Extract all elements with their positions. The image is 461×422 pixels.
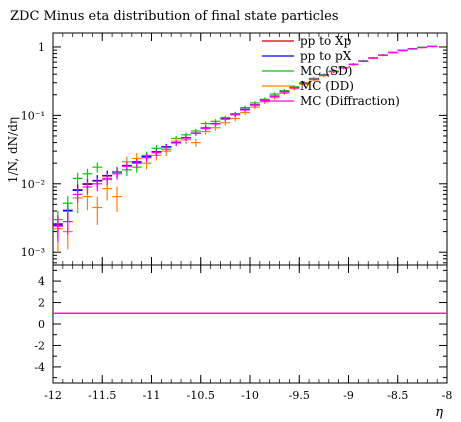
main-y-tick-label: 10⁻² <box>21 178 45 191</box>
x-tick-label: -12 <box>44 389 62 402</box>
legend-label: MC (Diffraction) <box>300 94 400 108</box>
x-tick-label: -10 <box>241 389 259 402</box>
x-axis: -12 -11.5 -11 -10.5 -10 -9.5 -9 -8.5 -8 <box>44 33 452 402</box>
legend-label: pp to pX <box>300 49 352 63</box>
ratio-y-tick-label: -2 <box>34 339 45 352</box>
x-tick-label: -8 <box>442 389 453 402</box>
series-pp-to-px <box>53 45 438 239</box>
x-tick-label: -11 <box>143 389 161 402</box>
ratio-plot-frame <box>52 264 448 384</box>
main-y-tick-label: 1 <box>38 41 45 54</box>
main-series-group <box>53 45 438 253</box>
y-axis-label: 1/N, dN/dη <box>6 117 20 183</box>
series-mc-diffraction- <box>53 45 438 243</box>
series-pp-to-xp <box>53 45 438 237</box>
main-y-tick-label: 10⁻¹ <box>21 109 45 122</box>
x-axis-label: η <box>435 405 443 420</box>
ratio-y-tick-label: 0 <box>38 318 45 331</box>
x-tick-label: -9 <box>343 389 354 402</box>
x-tick-label: -9.5 <box>289 389 310 402</box>
main-y-axis: 1 10⁻¹ 10⁻² 10⁻³ <box>21 41 447 264</box>
chart-title: ZDC Minus eta distribution of final stat… <box>10 9 339 24</box>
x-tick-label: -10.5 <box>187 389 215 402</box>
ratio-y-tick-label: 2 <box>38 297 45 310</box>
x-tick-label: -11.5 <box>88 389 116 402</box>
ratio-y-tick-label: 4 <box>38 275 45 288</box>
x-tick-label: -8.5 <box>387 389 408 402</box>
series-mc-sd- <box>53 45 438 232</box>
ratio-y-axis: 4 2 0 -2 -4 <box>34 269 447 379</box>
legend-label: pp to Xp <box>300 34 352 48</box>
legend-label: MC (DD) <box>300 79 354 93</box>
main-plot-frame <box>52 32 448 266</box>
series-mc-dd- <box>53 45 438 253</box>
main-y-tick-label: 10⁻³ <box>21 246 45 259</box>
legend-label: MC (SD) <box>300 64 353 78</box>
ratio-y-tick-label: -4 <box>34 361 45 374</box>
